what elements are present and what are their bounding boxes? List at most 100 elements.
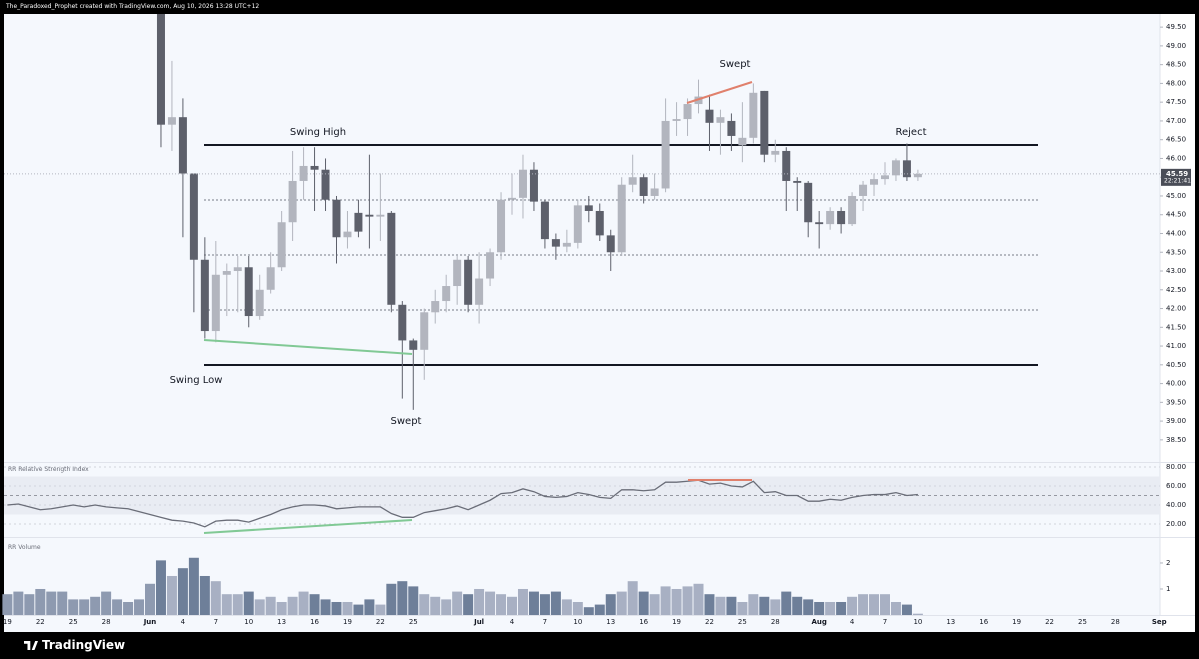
x-tick-label: 19 xyxy=(343,618,352,626)
y-tick-label: 41.50 xyxy=(1166,323,1186,331)
x-tick-label: 28 xyxy=(102,618,111,626)
volume-bar xyxy=(35,588,46,615)
y-tick-label: 43.50 xyxy=(1166,248,1186,256)
candle-body xyxy=(222,271,231,275)
candle-body xyxy=(859,184,868,196)
volume-bar xyxy=(145,583,155,615)
candle-body xyxy=(672,119,681,121)
candle-body xyxy=(727,120,736,136)
candle-body xyxy=(529,169,538,202)
volume-bar xyxy=(704,594,715,615)
candle-body xyxy=(891,160,900,176)
divergence-line xyxy=(686,81,753,104)
annotation: Swing Low xyxy=(170,375,223,386)
x-tick-label: 25 xyxy=(409,618,418,626)
x-tick-label: 16 xyxy=(310,618,319,626)
y-tick-label: 49.50 xyxy=(1166,23,1186,31)
rsi-line xyxy=(7,479,918,528)
volume-bar xyxy=(309,594,320,615)
x-tick-label: 10 xyxy=(244,618,253,626)
volume-bar xyxy=(419,594,430,615)
pane-title: RR Relative Strength Index xyxy=(8,466,89,473)
y-tick-label: 45.00 xyxy=(1166,192,1186,200)
candle-body xyxy=(200,259,209,332)
volume-bar xyxy=(485,591,496,615)
candle-body xyxy=(562,242,571,247)
chart: 49.50 49.00 48.50 48.00 47.50 47.00 46.50 46.00… xyxy=(2,14,1195,632)
last-price-box xyxy=(1161,168,1191,186)
y-tick-label: 44.00 xyxy=(1166,229,1186,237)
volume-bar xyxy=(254,599,265,615)
candle-body xyxy=(804,182,813,223)
volume-bar xyxy=(265,596,276,615)
x-tick-label: 19 xyxy=(1012,618,1021,626)
volume-bar xyxy=(594,604,605,615)
candle-body xyxy=(508,197,517,200)
volume-bar xyxy=(814,601,825,615)
candle-body xyxy=(540,201,549,240)
volume-bar xyxy=(287,596,298,615)
volume-bar xyxy=(507,596,518,615)
y-tick-label: 41.00 xyxy=(1166,342,1186,350)
price-axis-background xyxy=(1160,14,1195,632)
volume-bar xyxy=(638,591,649,615)
marks: 49.50 49.00 48.50 48.00 47.50 47.00 46.50 46.00… xyxy=(2,14,1191,626)
candle-body xyxy=(617,184,626,253)
volume-bar xyxy=(759,596,770,615)
volume-bar xyxy=(627,581,638,615)
annotation: Swept xyxy=(391,416,422,427)
volume-bar xyxy=(386,583,397,615)
candle-body xyxy=(442,286,451,302)
candle-body xyxy=(848,195,857,225)
volume-bar xyxy=(605,594,616,615)
candle-body xyxy=(650,188,659,196)
volume-bar xyxy=(660,586,671,615)
volume-bar xyxy=(221,594,232,615)
volume-bar xyxy=(737,601,748,615)
candle-body xyxy=(826,210,835,225)
volume-bar xyxy=(715,596,726,615)
candle-body xyxy=(178,117,187,174)
candle-body xyxy=(518,169,527,198)
volume-bar xyxy=(331,601,342,615)
candle-body xyxy=(738,137,747,146)
candle-body xyxy=(683,104,692,120)
candle-body xyxy=(771,150,780,155)
volume-bar xyxy=(583,607,594,615)
y-tick-label: 42.50 xyxy=(1166,286,1186,294)
x-tick-label: 4 xyxy=(181,618,186,626)
y-tick-label: 80.00 xyxy=(1166,463,1186,471)
volume-bar xyxy=(2,594,13,615)
volume-bar xyxy=(134,599,145,615)
candle-body xyxy=(288,180,297,223)
volume-bar xyxy=(792,596,803,615)
candle-body xyxy=(189,173,198,260)
x-tick-label: 22 xyxy=(705,618,714,626)
candle-body xyxy=(705,109,714,123)
volume-bar xyxy=(572,601,583,615)
candle-body xyxy=(409,340,418,350)
y-tick-label: 48.00 xyxy=(1166,79,1186,87)
y-tick-label: 40.00 xyxy=(1166,380,1186,388)
volume-bar xyxy=(671,588,682,615)
volume-bar xyxy=(539,594,550,615)
x-tick-label: 25 xyxy=(69,618,78,626)
y-tick-label: 38.50 xyxy=(1166,436,1186,444)
candles xyxy=(156,14,922,410)
volume-bar xyxy=(397,581,408,615)
x-tick-label: 13 xyxy=(606,618,615,626)
y-tick-label: 49.00 xyxy=(1166,42,1186,50)
y-tick-label: 42.00 xyxy=(1166,305,1186,313)
volume-bar xyxy=(616,591,627,615)
y-tick-label: 40.50 xyxy=(1166,361,1186,369)
volume-bar xyxy=(199,575,210,615)
candle-body xyxy=(760,90,769,155)
x-tick-label: 10 xyxy=(913,618,922,626)
candle-body xyxy=(365,214,374,217)
volume-bar xyxy=(912,613,923,615)
candle-body xyxy=(277,222,286,268)
volume-bar xyxy=(496,594,507,615)
volume-bar xyxy=(517,588,528,615)
candle-body xyxy=(661,120,670,189)
